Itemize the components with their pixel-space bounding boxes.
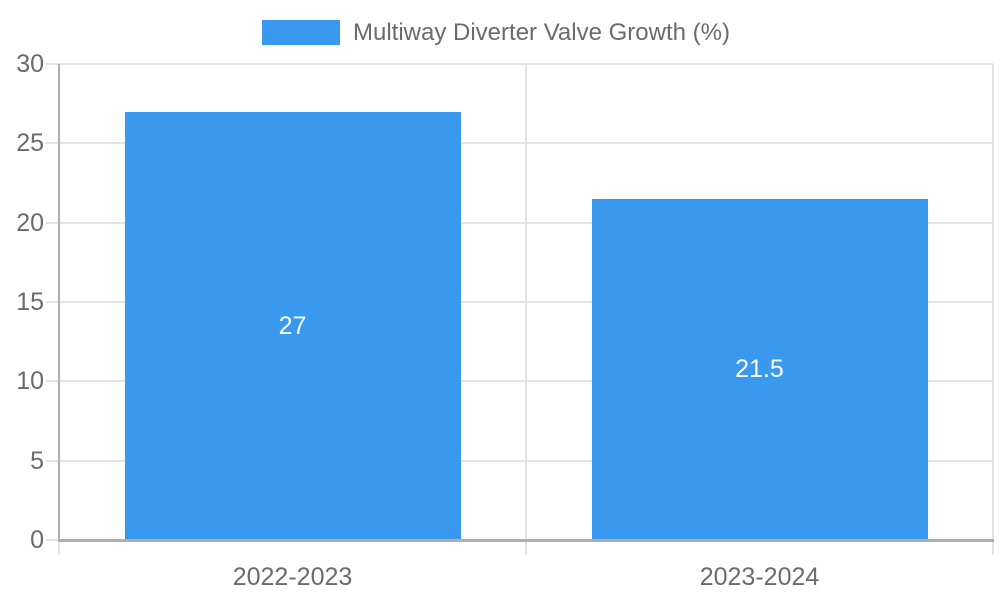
x-axis-tick — [58, 540, 60, 555]
y-axis-tick-label: 15 — [16, 288, 44, 316]
y-axis-tick-label: 30 — [16, 50, 44, 78]
legend-label: Multiway Diverter Valve Growth (%) — [353, 19, 730, 46]
y-axis-line — [58, 64, 60, 540]
y-gridline — [46, 63, 993, 65]
y-gridline — [46, 142, 993, 145]
bar-value-label: 21.5 — [735, 355, 784, 384]
y-axis-tick-label: 5 — [30, 446, 44, 475]
legend-swatch — [262, 20, 340, 45]
y-axis-tick-label: 25 — [16, 129, 44, 158]
x-gridline — [525, 64, 527, 555]
x-axis-tick-label: 2023-2024 — [699, 563, 820, 591]
bar-value-label: 27 — [278, 311, 307, 340]
x-axis-line — [58, 539, 994, 542]
y-axis-tick-label: 10 — [16, 367, 44, 396]
y-axis-tick-label: 0 — [30, 526, 44, 554]
x-axis-tick-label: 2022-2023 — [232, 563, 353, 591]
bar-2022-2023[interactable] — [124, 111, 461, 540]
y-gridline — [46, 221, 993, 224]
chart-legend[interactable]: Multiway Diverter Valve Growth (%) — [262, 20, 730, 45]
y-gridline — [46, 459, 993, 462]
bar-2023-2024[interactable] — [591, 198, 928, 540]
x-gridline — [992, 64, 994, 555]
y-gridline — [46, 301, 993, 303]
y-axis-tick-label: 20 — [16, 208, 44, 237]
y-gridline — [46, 380, 993, 383]
